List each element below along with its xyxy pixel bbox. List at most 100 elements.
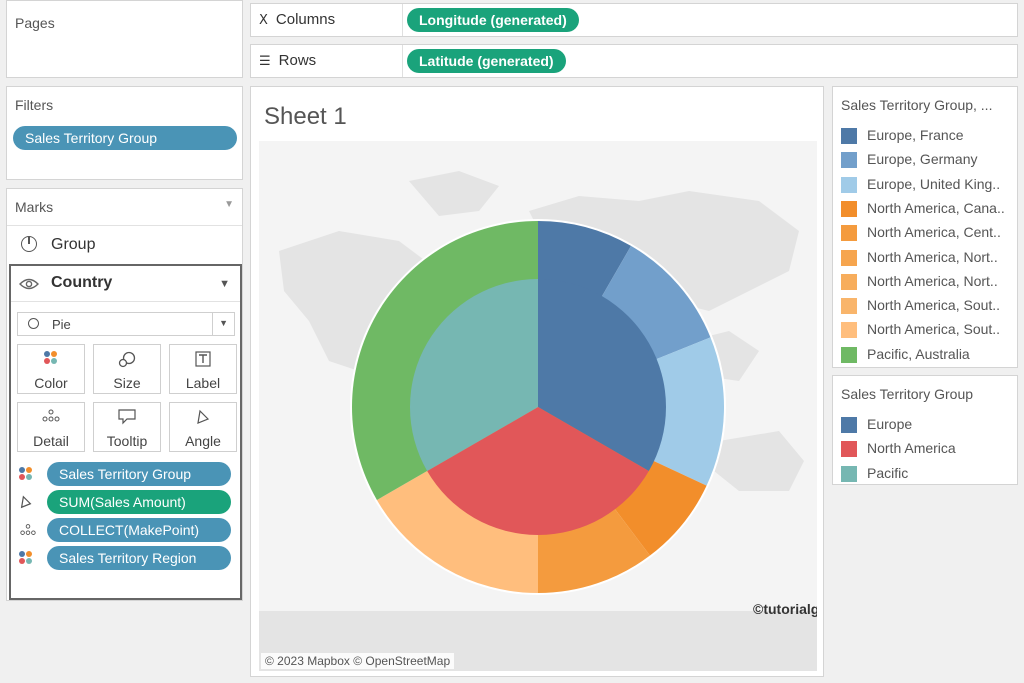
legend-label: North America, Sout.. xyxy=(867,297,1001,314)
color-button[interactable]: Color xyxy=(17,344,85,394)
pie-icon xyxy=(21,236,37,252)
legend-label: Pacific xyxy=(867,464,909,481)
columns-label-text: Columns xyxy=(275,11,336,28)
size-button-label: Size xyxy=(113,375,141,391)
pages-title: Pages xyxy=(15,15,55,31)
legend-region-card: Sales Territory Group, ... Europe, Franc… xyxy=(832,86,1018,368)
legend-label: North America, Nort.. xyxy=(867,272,998,289)
pie-inner-slice[interactable] xyxy=(538,279,666,471)
marks-menu-chevron-icon[interactable]: ▼ xyxy=(224,199,234,210)
legend-label: Europe xyxy=(867,416,913,432)
chevron-down-icon: ▼ xyxy=(219,318,228,328)
legend-swatch xyxy=(841,441,857,458)
text-t-icon xyxy=(170,351,236,373)
rows-label-text: Rows xyxy=(278,52,317,69)
legend-label: North America xyxy=(867,440,956,457)
marks-layer-group[interactable]: Group xyxy=(7,226,242,264)
legend-label: North America, Cana.. xyxy=(867,199,1005,216)
detail-button[interactable]: Detail xyxy=(17,402,85,452)
color-dots-icon xyxy=(18,351,84,373)
angle-icon xyxy=(19,495,35,511)
label-button-label: Label xyxy=(185,375,221,391)
mark-type-pie-icon xyxy=(28,318,39,329)
legend-group-card: Sales Territory Group Europe North Americ… xyxy=(832,375,1018,485)
legend-swatch xyxy=(841,417,857,433)
legend-label: Pacific, Australia xyxy=(867,345,970,362)
columns-pill-longitude[interactable]: Longitude (generated) xyxy=(407,8,579,32)
mark-type-dropdown[interactable]: Pie ▼ xyxy=(17,312,235,336)
country-header xyxy=(11,266,240,302)
detail-dots-icon xyxy=(19,523,36,539)
legend-swatch xyxy=(841,465,857,482)
marks-layer-group-label: Group xyxy=(51,236,96,253)
label-button[interactable]: Label xyxy=(169,344,237,394)
rows-pill-latitude[interactable]: Latitude (generated) xyxy=(407,49,566,73)
legend-label: Europe, France xyxy=(867,127,964,143)
color-dots-icon xyxy=(19,551,35,567)
encoding-row: Sales Territory Region xyxy=(11,546,233,572)
legend-swatch xyxy=(841,225,857,242)
legend-swatch xyxy=(841,346,857,363)
legend-swatch xyxy=(841,273,857,290)
mark-type-value: Pie xyxy=(52,317,71,332)
country-chevron-down-icon[interactable]: ▼ xyxy=(219,278,230,290)
sheet-title: Sheet 1 xyxy=(264,103,347,130)
encoding-pill-sales-territory-group[interactable]: Sales Territory Group xyxy=(47,462,231,486)
tooltip-icon xyxy=(94,409,160,431)
legend-label: North America, Sout.. xyxy=(867,321,1001,338)
columns-shelf[interactable]: Ⅹ Columns Longitude (generated) xyxy=(250,3,1018,37)
legend-label: North America, Nort.. xyxy=(867,248,998,265)
size-button[interactable]: Size xyxy=(93,344,161,394)
filter-pill-sales-territory-group[interactable]: Sales Territory Group xyxy=(13,126,237,150)
size-icon xyxy=(94,351,160,373)
rows-shelf[interactable]: ☰ Rows Latitude (generated) xyxy=(250,44,1018,78)
detail-dots-icon xyxy=(18,409,84,431)
rows-icon: ☰ xyxy=(259,53,271,68)
map-canvas[interactable]: © 2023 Mapbox © OpenStreetMap ©tutorialg… xyxy=(259,141,817,671)
encoding-pill-sales-territory-region[interactable]: Sales Territory Region xyxy=(47,546,231,570)
tooltip-button[interactable]: Tooltip xyxy=(93,402,161,452)
detail-button-label: Detail xyxy=(33,433,69,449)
legend-region-title: Sales Territory Group, ... xyxy=(841,97,993,113)
pie-inner-slice[interactable] xyxy=(410,279,538,471)
legend-swatch xyxy=(841,322,857,339)
marks-layer-country-label: Country xyxy=(51,274,113,291)
encoding-pill-sum-sales-amount[interactable]: SUM(Sales Amount) xyxy=(47,490,231,514)
filters-title: Filters xyxy=(15,97,54,113)
watermark-text: ©tutorialgateway.org xyxy=(753,601,817,617)
divider xyxy=(212,313,213,335)
encoding-row: Sales Territory Group xyxy=(11,462,233,488)
legend-swatch xyxy=(841,249,857,266)
angle-button-label: Angle xyxy=(185,433,221,449)
tooltip-button-label: Tooltip xyxy=(106,433,148,449)
legend-swatch xyxy=(841,176,857,193)
pages-card: Pages xyxy=(6,0,243,78)
encoding-row: SUM(Sales Amount) xyxy=(11,490,233,516)
pie-chart[interactable] xyxy=(259,141,817,671)
marks-card: Marks ▼ Group Country ▼ Pie ▼ Color xyxy=(6,188,243,601)
angle-icon xyxy=(170,409,236,431)
legend-label: Europe, Germany xyxy=(867,151,978,168)
legend-label: North America, Cent.. xyxy=(867,224,1001,241)
columns-icon: Ⅹ xyxy=(259,12,268,27)
marks-layer-country[interactable]: Country ▼ Pie ▼ Color Size Label xyxy=(9,264,242,600)
legend-swatch xyxy=(841,200,857,217)
legend-group-title: Sales Territory Group xyxy=(841,386,974,402)
encoding-row: COLLECT(MakePoint) xyxy=(11,518,233,544)
marks-title: Marks xyxy=(15,199,54,215)
legend-swatch xyxy=(841,152,857,169)
rows-label: ☰ Rows xyxy=(251,45,403,77)
eye-icon[interactable] xyxy=(19,277,39,291)
legend-swatch xyxy=(841,128,857,144)
angle-button[interactable]: Angle xyxy=(169,402,237,452)
legend-label: Europe, United King.. xyxy=(867,175,1001,192)
color-dots-icon xyxy=(19,467,35,483)
columns-label: Ⅹ Columns xyxy=(251,4,403,36)
legend-swatch xyxy=(841,298,857,315)
map-credit[interactable]: © 2023 Mapbox © OpenStreetMap xyxy=(261,653,455,669)
filters-card: Filters Sales Territory Group xyxy=(6,86,243,180)
encoding-pill-collect-makepoint[interactable]: COLLECT(MakePoint) xyxy=(47,518,231,542)
sheet-view: Sheet 1 © 2023 Mapbox © OpenStreetMap ©t… xyxy=(250,86,824,677)
divider xyxy=(7,225,242,226)
color-button-label: Color xyxy=(34,375,68,391)
